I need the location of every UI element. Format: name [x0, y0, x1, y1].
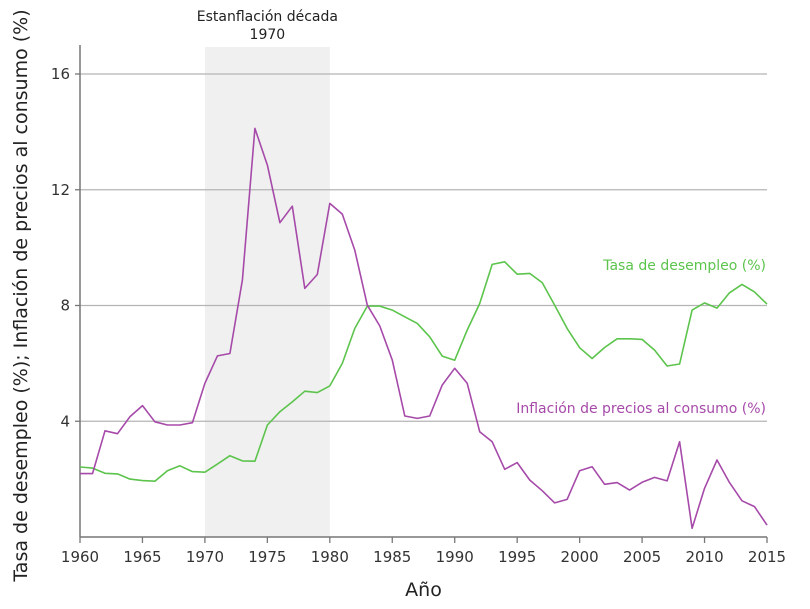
shaded-region-label-line1: Estanflación década [197, 9, 338, 25]
x-tick-label: 2005 [623, 548, 661, 566]
series-lines [79, 127, 768, 530]
stagflation-shaded-region [204, 47, 330, 537]
x-tick-label: 1980 [311, 548, 349, 566]
x-tick-label: 1965 [123, 548, 161, 566]
shaded-region-label-line2: 1970 [250, 27, 286, 43]
gridlines [80, 73, 767, 422]
series-line-inflation [80, 127, 768, 530]
y-tick-label: 16 [51, 65, 70, 83]
x-tick-label: 1985 [373, 548, 411, 566]
series-line-unemployment [79, 260, 768, 483]
series-label-inflation: Inflación de precios al consumo (%) [516, 401, 766, 417]
x-axis-label: Año [405, 579, 442, 601]
x-axis-ticks: 1960 1965 1970 1975 1980 1985 1990 1995 2000 2005… [61, 537, 786, 566]
x-tick-label: 1970 [186, 548, 224, 566]
x-tick-label: 1960 [61, 548, 99, 566]
x-tick-label: 2010 [685, 548, 723, 566]
series-label-unemployment: Tasa de desempleo (%) [602, 258, 766, 274]
axes [79, 45, 767, 538]
x-tick-label: 2000 [561, 548, 599, 566]
y-axis-label: Tasa de desempleo (%); Inflación de prec… [10, 9, 32, 582]
y-tick-label: 12 [51, 181, 70, 199]
y-tick-label: 4 [60, 412, 70, 430]
x-tick-label: 1995 [498, 548, 536, 566]
y-axis-ticks: 4 8 12 16 [51, 65, 80, 430]
x-tick-label: 1975 [248, 548, 286, 566]
y-tick-label: 8 [60, 297, 70, 315]
x-tick-label: 2015 [748, 548, 786, 566]
x-tick-label: 1990 [436, 548, 474, 566]
